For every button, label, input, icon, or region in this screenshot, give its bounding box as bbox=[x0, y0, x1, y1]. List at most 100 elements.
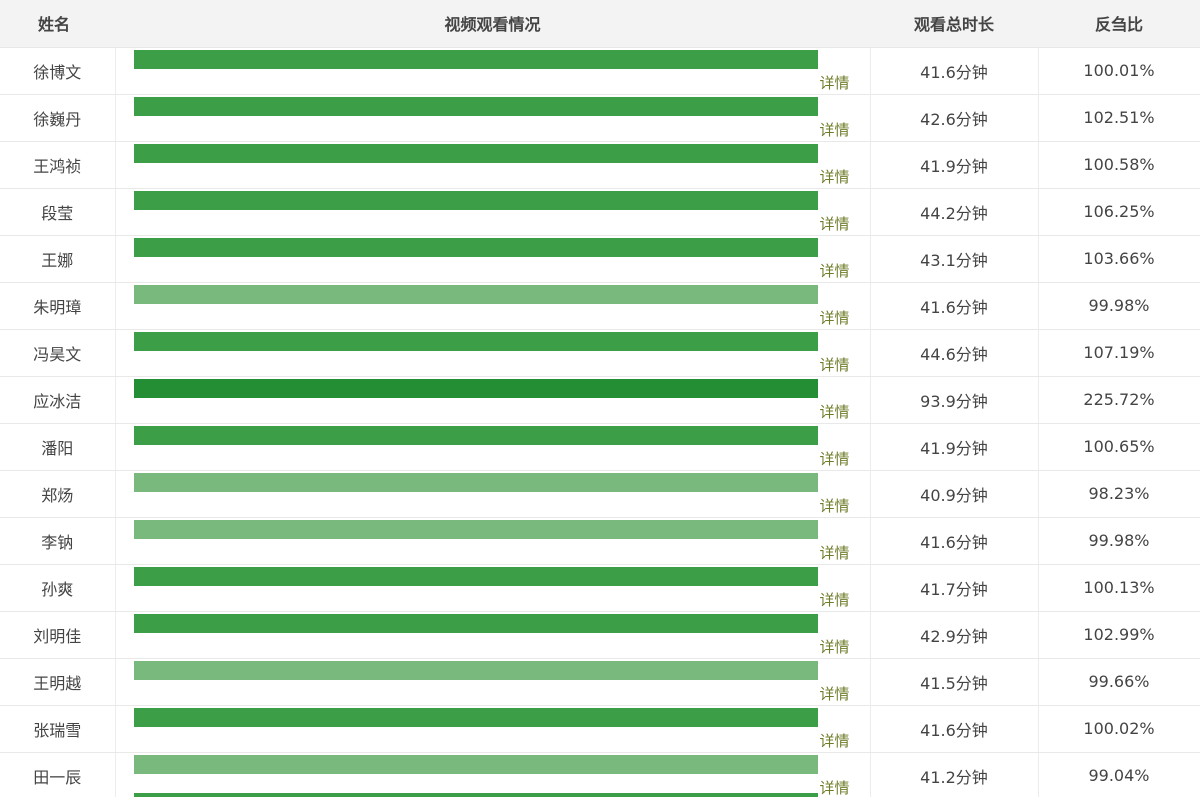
student-name: 潘阳 bbox=[0, 423, 116, 471]
student-name: 王明越 bbox=[0, 658, 116, 706]
student-name: 刘明佳 bbox=[0, 611, 116, 659]
watch-duration: 42.6分钟 bbox=[869, 94, 1039, 142]
student-name: 冯昊文 bbox=[0, 329, 116, 377]
progress-bar bbox=[133, 378, 818, 398]
student-name: 李钠 bbox=[0, 517, 116, 565]
progress-track bbox=[133, 425, 818, 445]
progress-track bbox=[133, 331, 818, 351]
progress-track bbox=[133, 613, 818, 633]
rumination-ratio: 225.72% bbox=[1038, 376, 1200, 424]
progress-track bbox=[133, 660, 818, 680]
header-video: 视频观看情况 bbox=[115, 0, 870, 48]
table-row: 李钠 详情 41.6分钟 99.98% bbox=[0, 517, 1200, 565]
student-name: 张瑞雪 bbox=[0, 705, 116, 753]
progress-bar bbox=[133, 519, 818, 539]
header-name: 姓名 bbox=[0, 0, 115, 48]
video-progress-cell: 详情 bbox=[115, 188, 870, 236]
table-row: 徐博文详情 41.6分钟 100.01% bbox=[0, 47, 1200, 95]
video-progress-cell: 详情 bbox=[115, 470, 870, 518]
rumination-ratio: 99.04% bbox=[1038, 752, 1200, 797]
detail-link[interactable]: 详情 bbox=[819, 167, 850, 186]
detail-link[interactable]: 详情 bbox=[819, 637, 850, 656]
rumination-ratio: 102.99% bbox=[1038, 611, 1200, 659]
watch-duration: 93.9分钟 bbox=[869, 376, 1039, 424]
progress-track bbox=[133, 566, 818, 586]
progress-track bbox=[133, 237, 818, 257]
video-progress-cell: 详情 bbox=[115, 141, 870, 189]
watch-duration: 41.9分钟 bbox=[869, 141, 1039, 189]
table-row: 王明越 详情 41.5分钟 99.66% bbox=[0, 658, 1200, 706]
rumination-ratio: 99.98% bbox=[1038, 282, 1200, 330]
progress-track bbox=[133, 519, 818, 539]
video-progress-cell: 详情 bbox=[115, 94, 870, 142]
rumination-ratio: 107.19% bbox=[1038, 329, 1200, 377]
video-progress-cell: 详情 bbox=[115, 423, 870, 471]
detail-link[interactable]: 详情 bbox=[819, 731, 850, 750]
detail-link[interactable]: 详情 bbox=[819, 214, 850, 233]
watch-duration: 41.7分钟 bbox=[869, 564, 1039, 612]
table-body: 徐博文 详情 41.6分钟 100.01% 徐巍丹 详情 42.6分钟 102.51% 王鸿祯详… bbox=[0, 47, 1200, 797]
watch-duration: 41.6分钟 bbox=[869, 47, 1039, 95]
table-row: 田一辰详情 41.2分钟 99.04% bbox=[0, 752, 1200, 797]
progress-track bbox=[133, 472, 818, 492]
progress-bar bbox=[133, 96, 818, 116]
rumination-ratio: 100.01% bbox=[1038, 47, 1200, 95]
student-name: 朱明璋 bbox=[0, 282, 116, 330]
watch-duration: 42.9分钟 bbox=[869, 611, 1039, 659]
detail-link[interactable]: 详情 bbox=[819, 120, 850, 139]
progress-track bbox=[133, 707, 818, 727]
watch-duration: 41.6分钟 bbox=[869, 282, 1039, 330]
detail-link[interactable]: 详情 bbox=[819, 261, 850, 280]
detail-link[interactable]: 详情 bbox=[819, 449, 850, 468]
detail-link[interactable]: 详情 bbox=[819, 73, 850, 92]
video-progress-cell: 详情 bbox=[115, 564, 870, 612]
watch-duration: 43.1分钟 bbox=[869, 235, 1039, 283]
watch-duration: 44.6分钟 bbox=[869, 329, 1039, 377]
table-row: 刘明佳详情 42.9分钟 102.99% bbox=[0, 611, 1200, 659]
progress-track bbox=[133, 49, 818, 69]
progress-bar bbox=[133, 660, 818, 680]
video-progress-cell: 详情 bbox=[115, 658, 870, 706]
detail-link[interactable]: 详情 bbox=[819, 778, 850, 797]
header-ratio: 反刍比 bbox=[1038, 0, 1200, 48]
watch-duration: 41.2分钟 bbox=[869, 752, 1039, 797]
progress-bar bbox=[133, 190, 818, 210]
detail-link[interactable]: 详情 bbox=[819, 496, 850, 515]
progress-bar bbox=[133, 613, 818, 633]
student-name: 王娜 bbox=[0, 235, 116, 283]
progress-bar bbox=[133, 331, 818, 351]
watch-duration: 41.9分钟 bbox=[869, 423, 1039, 471]
table-row: 王鸿祯 详情 41.9分钟 100.58% bbox=[0, 141, 1200, 189]
student-name: 徐巍丹 bbox=[0, 94, 116, 142]
detail-link[interactable]: 详情 bbox=[819, 543, 850, 562]
table-row: 郑炀 详情 40.9分钟 98.23% bbox=[0, 470, 1200, 518]
progress-bar bbox=[133, 49, 818, 69]
student-name: 徐博文 bbox=[0, 47, 116, 95]
table-row: 徐巍丹详情 42.6分钟 102.51% bbox=[0, 94, 1200, 142]
progress-bar bbox=[133, 425, 818, 445]
video-progress-cell: 详情 bbox=[115, 611, 870, 659]
student-name: 孙爽 bbox=[0, 564, 116, 612]
video-progress-cell: 详情 bbox=[115, 329, 870, 377]
table-row: 张瑞雪 详情 41.6分钟 100.02% bbox=[0, 705, 1200, 753]
progress-bar bbox=[133, 472, 818, 492]
table-row: 朱明璋详情 41.6分钟 99.98% bbox=[0, 282, 1200, 330]
progress-track bbox=[133, 143, 818, 163]
detail-link[interactable]: 详情 bbox=[819, 308, 850, 327]
video-progress-cell: 详情 bbox=[115, 235, 870, 283]
rumination-ratio: 98.23% bbox=[1038, 470, 1200, 518]
detail-link[interactable]: 详情 bbox=[819, 684, 850, 703]
table-row: 孙爽 详情 41.7分钟 100.13% bbox=[0, 564, 1200, 612]
progress-track bbox=[133, 96, 818, 116]
progress-bar bbox=[133, 284, 818, 304]
table-header-row: 姓名 视频观看情况 观看总时长 反刍比 bbox=[0, 0, 1200, 48]
detail-link[interactable]: 详情 bbox=[819, 355, 850, 374]
detail-link[interactable]: 详情 bbox=[819, 590, 850, 609]
progress-track bbox=[133, 284, 818, 304]
detail-link[interactable]: 详情 bbox=[819, 402, 850, 421]
student-name: 田一辰 bbox=[0, 752, 116, 797]
table-row: 段莹 详情 44.2分钟 106.25% bbox=[0, 188, 1200, 236]
rumination-ratio: 102.51% bbox=[1038, 94, 1200, 142]
video-progress-cell: 详情 bbox=[115, 752, 870, 797]
